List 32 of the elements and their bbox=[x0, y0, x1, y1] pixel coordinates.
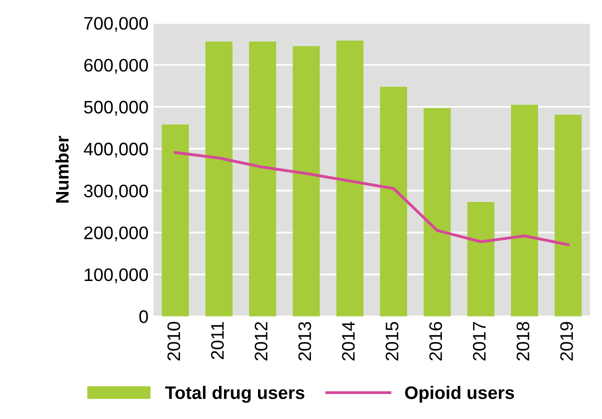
y-tick-label: 500,000 bbox=[84, 100, 148, 116]
x-tick-label: 2017 bbox=[472, 322, 486, 360]
x-tick-label: 2012 bbox=[254, 322, 268, 360]
y-tick-label: 400,000 bbox=[84, 142, 148, 158]
bar bbox=[336, 40, 364, 316]
y-tick-label: 0 bbox=[139, 310, 148, 324]
bar bbox=[205, 41, 233, 316]
x-tick-label: 2018 bbox=[516, 322, 530, 360]
legend-label: Opioid users bbox=[405, 386, 514, 403]
y-tick-label: 100,000 bbox=[84, 268, 148, 284]
y-tick-label: 200,000 bbox=[84, 226, 148, 242]
bar bbox=[510, 104, 538, 316]
bar bbox=[249, 41, 276, 316]
y-tick-label: 300,000 bbox=[84, 184, 148, 200]
x-tick-label: 2011 bbox=[211, 322, 224, 360]
legend-label: Total drug users bbox=[165, 386, 304, 403]
y-tick-label: 700,000 bbox=[84, 16, 148, 32]
y-tick-label: 600,000 bbox=[84, 58, 148, 74]
bar bbox=[292, 46, 320, 316]
bar bbox=[380, 86, 408, 316]
x-tick-label: 2016 bbox=[429, 322, 442, 360]
bar bbox=[424, 108, 451, 316]
y-axis-title: Number bbox=[55, 136, 69, 203]
bar bbox=[467, 202, 494, 316]
bar bbox=[162, 124, 189, 316]
x-tick-label: 2013 bbox=[298, 322, 312, 360]
line-series bbox=[174, 151, 570, 246]
x-tick-label: 2015 bbox=[386, 322, 398, 360]
x-tick-label: 2010 bbox=[167, 322, 180, 360]
x-tick-label: 2014 bbox=[342, 322, 355, 360]
x-tick-label: 2019 bbox=[560, 322, 573, 360]
bar bbox=[554, 114, 582, 316]
